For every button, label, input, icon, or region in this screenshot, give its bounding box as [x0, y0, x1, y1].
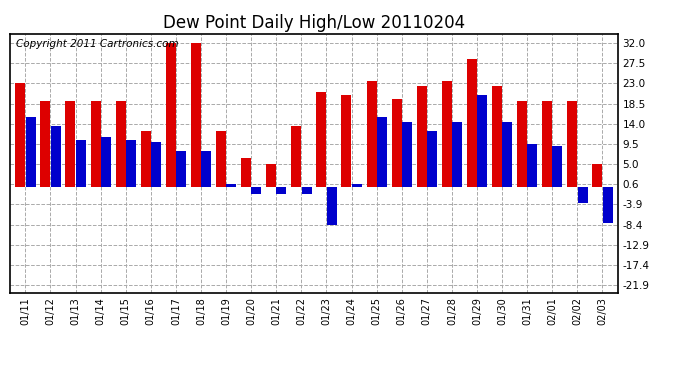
Bar [90, 101, 101, 187]
Bar [166, 43, 176, 187]
Bar [342, 94, 351, 187]
Bar [567, 101, 578, 187]
Bar [26, 117, 36, 187]
Bar [477, 94, 487, 187]
Bar [201, 151, 211, 187]
Bar [101, 137, 111, 187]
Bar [241, 158, 251, 187]
Bar [326, 187, 337, 225]
Bar [502, 122, 512, 187]
Title: Dew Point Daily High/Low 20110204: Dew Point Daily High/Low 20110204 [163, 14, 465, 32]
Bar [602, 187, 613, 223]
Bar [578, 187, 588, 202]
Bar [266, 164, 276, 187]
Bar [377, 117, 387, 187]
Bar [452, 122, 462, 187]
Bar [517, 101, 527, 187]
Bar [442, 81, 452, 187]
Bar [352, 184, 362, 187]
Bar [176, 151, 186, 187]
Bar [542, 101, 552, 187]
Bar [277, 187, 286, 194]
Bar [527, 144, 538, 187]
Bar [553, 146, 562, 187]
Bar [366, 81, 377, 187]
Bar [126, 140, 136, 187]
Bar [151, 142, 161, 187]
Bar [251, 187, 262, 194]
Bar [141, 130, 150, 187]
Bar [392, 99, 402, 187]
Bar [291, 126, 302, 187]
Bar [76, 140, 86, 187]
Bar [40, 101, 50, 187]
Bar [402, 122, 412, 187]
Bar [492, 86, 502, 187]
Bar [226, 184, 236, 187]
Bar [592, 164, 602, 187]
Bar [116, 101, 126, 187]
Bar [191, 43, 201, 187]
Bar [66, 101, 75, 187]
Bar [316, 92, 326, 187]
Bar [467, 58, 477, 187]
Text: Copyright 2011 Cartronics.com: Copyright 2011 Cartronics.com [17, 39, 179, 49]
Bar [216, 130, 226, 187]
Bar [50, 126, 61, 187]
Bar [302, 187, 312, 194]
Bar [427, 130, 437, 187]
Bar [417, 86, 426, 187]
Bar [15, 83, 26, 187]
